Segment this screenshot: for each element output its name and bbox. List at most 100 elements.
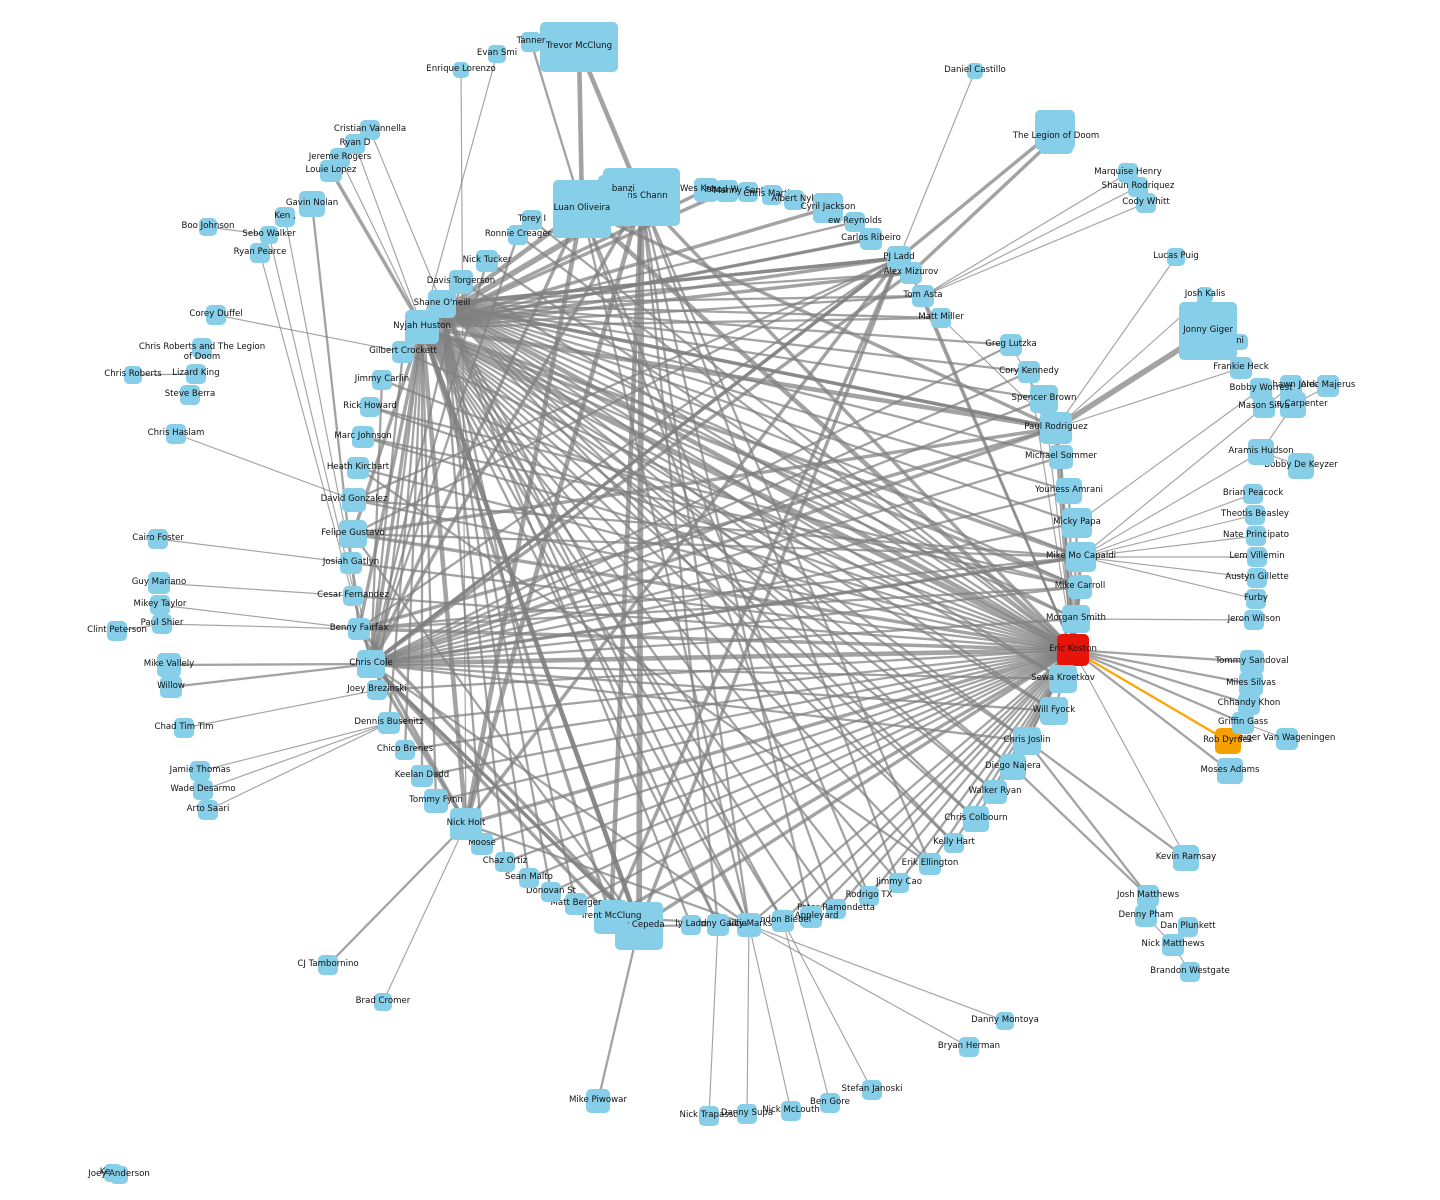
graph-node-mikey-taylor[interactable] [150,595,170,615]
graph-node-austyn-gillette[interactable] [1247,568,1267,588]
graph-node-sean-malto[interactable] [519,868,539,888]
graph-node-nick-tucker[interactable] [476,250,498,272]
graph-node-ben-gore[interactable] [820,1093,840,1113]
graph-node-peter-ramondetta[interactable] [826,899,846,919]
graph-node-cyril-jackson[interactable] [813,193,843,223]
graph-node-matt-berger[interactable] [565,893,587,915]
graph-node-rodrigo-tx[interactable] [859,886,879,906]
graph-node-walker-ryan[interactable] [983,780,1007,804]
graph-node-evan-smith[interactable] [488,45,506,63]
graph-node-billy-marks[interactable] [737,913,761,937]
graph-node-greg-lutzka[interactable] [1000,334,1022,356]
graph-node-dashawn-jordan[interactable] [1280,375,1302,397]
graph-node-trevor-mcclung[interactable] [540,22,618,72]
graph-node-albert-nyberg[interactable] [784,190,804,210]
graph-node-geiger-van-wageningen[interactable] [1276,728,1298,750]
graph-node-nate-principato[interactable] [1246,526,1266,546]
graph-node-lucas-puig[interactable] [1167,248,1185,266]
graph-node-clint-peterson[interactable] [107,621,127,641]
graph-node-willow[interactable] [160,676,182,698]
graph-node-cairo-foster[interactable] [148,529,168,549]
graph-node-guy-mariano[interactable] [148,572,170,594]
graph-node-tom-asta[interactable] [912,285,934,307]
graph-node-wes-kremer[interactable] [694,178,718,202]
graph-node-micky-papa[interactable] [1062,508,1092,538]
graph-node-jeron-wilson[interactable] [1244,610,1264,630]
graph-node-donovan-strain[interactable] [541,882,561,902]
graph-node-frankie-heck[interactable] [1230,357,1252,379]
graph-node-shaun-rodriquez[interactable] [1128,177,1148,197]
graph-node-cody-whitt[interactable] [1136,193,1156,213]
graph-node-moses-adams[interactable] [1217,758,1243,784]
graph-node-chris-martina[interactable] [762,185,782,205]
graph-node-cj-tambornino[interactable] [318,955,338,975]
graph-node-ronnie-creager[interactable] [508,225,528,245]
graph-node-chris-roberts[interactable] [124,366,142,384]
graph-node-gavin-nolan[interactable] [299,191,325,217]
graph-node-miles-silvas[interactable] [1239,672,1263,696]
graph-node-nick-matthews[interactable] [1162,934,1184,956]
graph-node-eric-koston[interactable] [1057,634,1089,666]
graph-node-daniel-castillo[interactable] [967,63,983,79]
graph-node-billy-ladd[interactable] [681,915,701,935]
graph-node-paul-rodriguez[interactable] [1040,412,1072,444]
graph-node-steve-berra[interactable] [180,385,200,405]
graph-node-chhandy-khon[interactable] [1238,693,1260,715]
graph-node-danny-supa[interactable] [737,1104,757,1124]
graph-node-stefan-janoski[interactable] [862,1080,882,1100]
graph-node-shane-oneill[interactable] [428,290,456,318]
graph-node-josh-kalis[interactable] [1197,287,1213,303]
graph-node-mike-vallely[interactable] [157,653,181,677]
graph-node-davis-torgerson[interactable] [449,270,473,294]
graph-node-dennis-busenitz[interactable] [378,712,400,734]
graph-node-josiah-gatlyn[interactable] [340,552,362,574]
graph-node-cristian-vannella[interactable] [360,120,380,140]
graph-node-bobby-worrest[interactable] [1250,378,1272,400]
graph-node-chad-tim-tim[interactable] [174,718,194,738]
graph-node-trent-mcclung[interactable] [594,900,628,934]
graph-node-chaz-ortiz[interactable] [495,852,515,872]
graph-node-alex-mizurov[interactable] [900,262,922,284]
graph-node-mike-carroll[interactable] [1068,575,1092,599]
graph-node-keelan-dadd[interactable] [411,765,433,787]
graph-node-louie-lopez[interactable] [320,160,342,182]
graph-node-danny-montoya[interactable] [996,1012,1014,1030]
graph-node-legion-of-doom[interactable] [1039,120,1073,154]
graph-node-kevin-ramsay[interactable] [1173,845,1199,871]
graph-node-boo-johnson[interactable] [199,218,217,236]
graph-node-andrew-reynolds[interactable] [845,212,865,232]
graph-node-tanner[interactable] [521,32,541,52]
graph-node-theotis-beasley[interactable] [1245,505,1265,525]
graph-node-brian-peacock[interactable] [1243,484,1263,504]
graph-node-mike-mo-capaldi[interactable] [1066,542,1096,572]
graph-node-ishod-wair[interactable] [716,180,738,202]
graph-node-morgan-smith[interactable] [1062,605,1090,633]
graph-node-brandon-westgate[interactable] [1180,962,1200,982]
graph-node-jimmy-carlin[interactable] [372,370,392,390]
graph-node-chris-roberts-legion[interactable] [192,338,212,358]
graph-node-rick-howard[interactable] [360,397,380,417]
graph-node-carlos-ribeiro[interactable] [860,228,882,250]
graph-node-tommy-fynn[interactable] [424,789,448,813]
graph-node-enrique-lorenzo[interactable] [453,62,469,78]
graph-node-arto-saari[interactable] [198,800,218,820]
graph-node-luan-oliveira[interactable] [553,180,611,238]
graph-node-diego-najera[interactable] [1000,754,1026,780]
graph-node-griffin-gass[interactable] [1232,712,1254,734]
graph-node-mark-appleyard[interactable] [800,906,822,928]
graph-node-bobby-de-keyzer[interactable] [1288,453,1314,479]
graph-node-youness-amrani[interactable] [1056,478,1082,504]
graph-node-kenny[interactable] [275,207,295,227]
graph-node-brad-cromer[interactable] [374,993,392,1011]
graph-node-bryan-herman[interactable] [959,1037,979,1057]
graph-node-sewa-kroetkov[interactable] [1049,665,1077,693]
graph-node-paul-shier[interactable] [152,614,172,634]
graph-node-cory-kennedy[interactable] [1018,361,1040,383]
graph-node-lem-villemin[interactable] [1247,547,1267,567]
graph-node-manny-santiago[interactable] [738,182,758,202]
graph-node-aramis-hudson[interactable] [1248,439,1274,465]
graph-node-sammi[interactable] [1232,334,1248,350]
graph-node-mike-piwowar[interactable] [586,1089,610,1113]
graph-node-furby[interactable] [1246,589,1266,609]
